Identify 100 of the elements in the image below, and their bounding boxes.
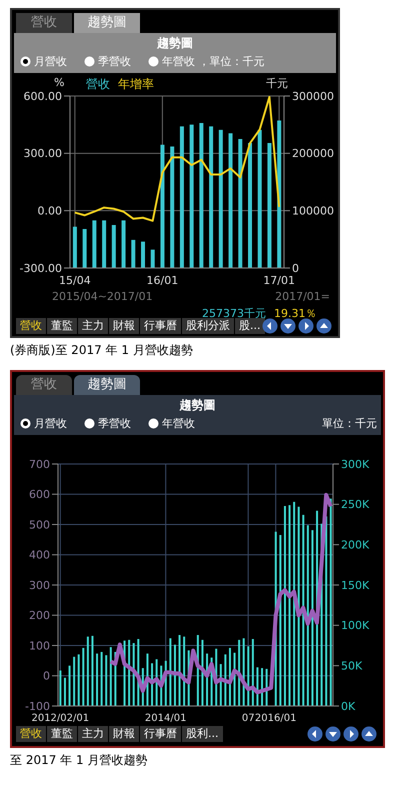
x-tick-label: 17/01 [263,274,295,287]
bar [110,647,112,706]
text: 股... [235,318,264,334]
bar [86,636,89,706]
y2-tick-label: 300K [341,458,370,471]
bar [252,639,254,706]
text: 2017/01= [275,290,330,303]
y-tick-label: 200 [29,609,50,622]
bar [59,670,62,706]
bar [288,505,291,706]
y-tick-label: 500 [29,518,50,532]
bar [201,640,204,706]
bar [82,648,84,706]
y-tick-label: 400 [29,548,50,562]
line-series [74,96,280,222]
bar [302,514,304,706]
bar [91,636,94,706]
bar [293,502,296,706]
y-tick-label: 300 [29,578,50,592]
y2-axis-title: 千元 [266,76,288,91]
text: 年營收 [161,416,195,431]
x-tick-label: 2016/01 [254,713,296,724]
y-tick-label: -100 [25,700,50,713]
text: 營收 [16,375,72,395]
y2-tick-label: 0 [292,262,299,275]
line-series [108,492,333,694]
text: 年營收 ，單位：千元 [161,54,264,69]
bar [258,130,262,268]
bar [128,640,130,706]
bar [277,120,282,268]
text: 主力 [78,726,108,742]
text: 董監 [47,726,77,742]
text: 財報 [109,318,139,334]
y2-tick-label: 50K [341,660,363,673]
y2-tick-label: 300000 [292,90,334,103]
bar [183,636,186,706]
x-tick-label: 2012/02/01 [31,713,90,724]
y-tick-label: 100 [29,639,50,652]
y2-tick-label: 200K [341,538,370,552]
bar [122,220,126,268]
text: 月營收 [33,416,67,431]
text: 營收 [16,318,46,334]
bar [228,133,233,268]
y2-tick-label: 100K [341,619,370,632]
text: 趨勢圖 [74,13,140,33]
bar [174,644,176,706]
text: 董監 [47,318,77,334]
text: 主力 [78,318,108,334]
bar [248,143,252,268]
bar [267,143,272,268]
text: 年增率 [118,77,154,91]
bar [190,124,194,268]
bar [170,146,174,268]
y-tick-label: 700 [29,458,50,471]
text: 行事曆 [140,726,181,742]
bar [325,516,328,706]
text: 至 2017 年 1 月營收趨勢 [10,752,148,769]
text: 財報 [109,726,139,742]
chart-title: 趨勢圖 [156,35,194,52]
y-tick-label: -300.00 [20,262,62,275]
text: 257373千元 [202,306,266,320]
bar [169,638,172,706]
bar [180,126,184,268]
text: 股利分派 [182,318,234,334]
bar [112,225,116,268]
y2-tick-label: 0K [341,700,356,713]
text: 月營收 [33,54,67,69]
bar [82,229,87,268]
bar [73,656,76,706]
bar [68,666,71,706]
y2-tick-label: 150K [341,578,370,592]
bar [78,654,80,706]
bar [199,122,204,268]
text: 單位：千元 [322,416,377,431]
bar [72,226,77,268]
text: 2015/04~2017/01 [52,290,153,303]
bar [218,130,223,268]
bar [160,144,164,268]
text: 營收 [16,726,46,742]
y2-tick-label: 100000 [292,204,334,218]
chart-title: 趨勢圖 [178,397,216,414]
text: 趨勢圖 [74,375,140,395]
bar [298,506,300,706]
y-axis-title: % [54,76,64,89]
y2-tick-label: 200000 [292,147,334,160]
bar [102,220,106,268]
bar [100,652,103,706]
x-tick-label: 07 [242,713,255,724]
text: 營收 [16,13,72,33]
bar [96,654,98,706]
bar [224,654,226,706]
text: 季營收 [97,416,131,431]
text: (券商版)至 2017 年 1 月營收趨勢 [10,342,193,359]
bar [178,635,181,706]
y2-tick-label: 250K [341,498,370,512]
bar [132,643,135,706]
y-tick-label: 0.00 [38,204,62,218]
bar [131,240,136,268]
bar [92,220,96,268]
text: 行事曆 [140,318,181,334]
